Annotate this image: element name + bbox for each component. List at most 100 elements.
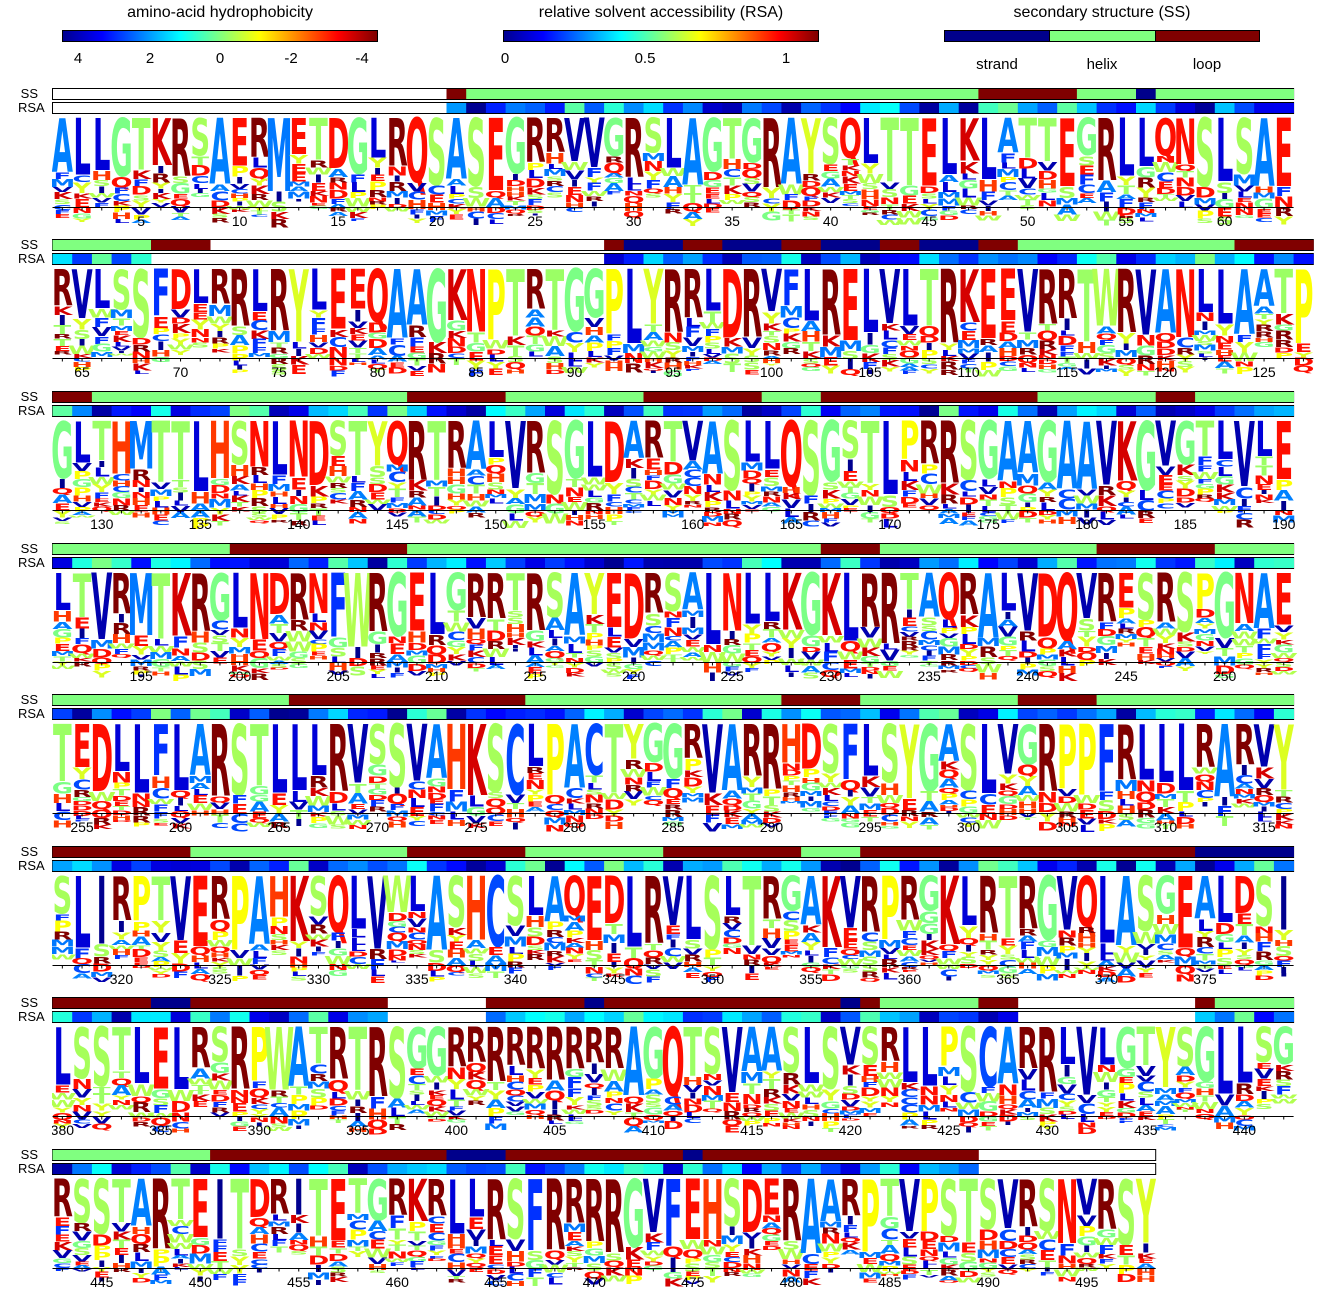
rsa-cell — [722, 254, 743, 264]
logo-letter: T — [585, 977, 603, 982]
logo-letter: W — [836, 650, 865, 662]
logo-letter: H — [1253, 337, 1275, 343]
logo-letter: Y — [997, 772, 1017, 787]
logo-letter: Q — [170, 197, 192, 209]
logo-letter: R — [722, 638, 742, 647]
logo-letter: A — [486, 953, 507, 965]
logo-letter: Q — [623, 1094, 645, 1106]
logo-letter: T — [270, 1095, 289, 1105]
rsa-cell — [978, 254, 999, 264]
logo-letter: C — [1156, 489, 1175, 501]
logo-letter: K — [663, 1277, 684, 1289]
logo-letter: W — [1091, 254, 1121, 345]
logo-letter: P — [703, 947, 722, 960]
logo-letter: K — [230, 475, 251, 487]
logo-letter: N — [879, 1085, 901, 1099]
ss-segment-helix — [623, 392, 644, 402]
logo-letter: G — [840, 821, 861, 830]
logo-letter: I — [688, 614, 698, 631]
logo-letter: Q — [682, 1247, 704, 1261]
logo-letter: C — [821, 956, 840, 967]
logo-letter: H — [1155, 912, 1177, 927]
logo-letter: W — [639, 654, 668, 662]
logo-letter: P — [1097, 822, 1116, 833]
logo-letter: Q — [91, 1122, 113, 1131]
logo-letter: H — [1037, 519, 1059, 524]
logo-letter: F — [231, 1273, 249, 1281]
ss-segment-helix — [131, 240, 152, 250]
logo-letter: S — [841, 968, 860, 973]
logo-letter: N — [524, 777, 546, 792]
logo-letter: G — [820, 1099, 841, 1111]
rsa-cell — [643, 861, 664, 871]
ss-segment-loop — [407, 1150, 428, 1160]
logo-letter: E — [704, 193, 722, 201]
logo-letter: E — [960, 328, 978, 343]
logo-letter: H — [879, 821, 901, 826]
logo-letter: D — [1096, 627, 1118, 638]
logo-letter: H — [780, 1122, 802, 1127]
logo-letter: G — [1056, 1075, 1077, 1087]
ss-segment-helix — [52, 1150, 73, 1160]
x-tick-label: 185 — [1174, 516, 1198, 532]
logo-letter: V — [702, 707, 723, 816]
logo-letter: G — [1037, 188, 1058, 194]
rsa-cell — [722, 861, 743, 871]
logo-letter: L — [350, 944, 367, 953]
logo-letter: G — [446, 639, 467, 649]
logo-letter: F — [1275, 185, 1293, 199]
logo-letter: T — [979, 498, 998, 508]
logo-letter: Q — [839, 947, 861, 956]
logo-letter: V — [72, 1229, 92, 1244]
logo-letter: N — [1037, 355, 1059, 360]
logo-letter: H — [111, 1262, 133, 1271]
x-tick-label: 20 — [429, 213, 445, 229]
logo-letter: D — [406, 662, 428, 673]
logo-letter: K — [584, 356, 606, 364]
logo-letter: G — [819, 406, 841, 501]
logo-letter: A — [486, 665, 507, 671]
logo-letter: T — [113, 787, 132, 798]
logo-letter: C — [447, 352, 466, 359]
ss-segment-helix — [1136, 240, 1157, 250]
logo-letter: G — [1214, 674, 1235, 680]
logo-letter: R — [1274, 328, 1295, 342]
rsa-cell — [1057, 103, 1078, 113]
rsa-cell — [348, 1012, 369, 1022]
logo-letter: C — [329, 491, 348, 502]
logo-letter: A — [565, 943, 586, 949]
logo-letter: A — [682, 99, 703, 206]
logo-letter: L — [566, 360, 583, 368]
rsa-cell — [1195, 1012, 1216, 1022]
logo-letter: K — [565, 673, 586, 678]
ss-segment-loop — [446, 847, 467, 857]
logo-letter: G — [584, 496, 605, 504]
logo-letter: F — [841, 710, 860, 798]
logo-letter: V — [643, 1165, 664, 1250]
logo-letter: W — [777, 629, 806, 641]
logo-letter: G — [446, 1119, 467, 1124]
logo-letter: C — [920, 471, 939, 487]
logo-letter: N — [1214, 334, 1236, 345]
logo-letter: A — [269, 812, 290, 825]
logo-letter: P — [250, 488, 269, 501]
ss-segment-helix — [820, 89, 841, 99]
logo-letter: F — [526, 1268, 544, 1280]
logo-letter: W — [166, 1241, 195, 1251]
rsa-cell — [151, 1164, 172, 1174]
logo-letter: H — [1056, 664, 1078, 676]
logo-letter: Y — [1116, 331, 1137, 347]
rsa-cell — [978, 861, 999, 871]
rsa-cell — [899, 558, 920, 568]
logo-letter: R — [525, 765, 545, 774]
rsa-cell — [643, 1164, 664, 1174]
logo-letter: F — [310, 315, 328, 333]
logo-letter: R — [624, 361, 644, 376]
ss-segment-loop — [52, 998, 73, 1008]
rsa-cell — [939, 861, 960, 871]
logo-letter: N — [1253, 493, 1275, 501]
logo-letter: W — [1191, 1100, 1220, 1111]
logo-letter: A — [1234, 252, 1255, 355]
logo-letter: G — [190, 1236, 211, 1247]
rsa-tick: 0.5 — [634, 50, 656, 67]
